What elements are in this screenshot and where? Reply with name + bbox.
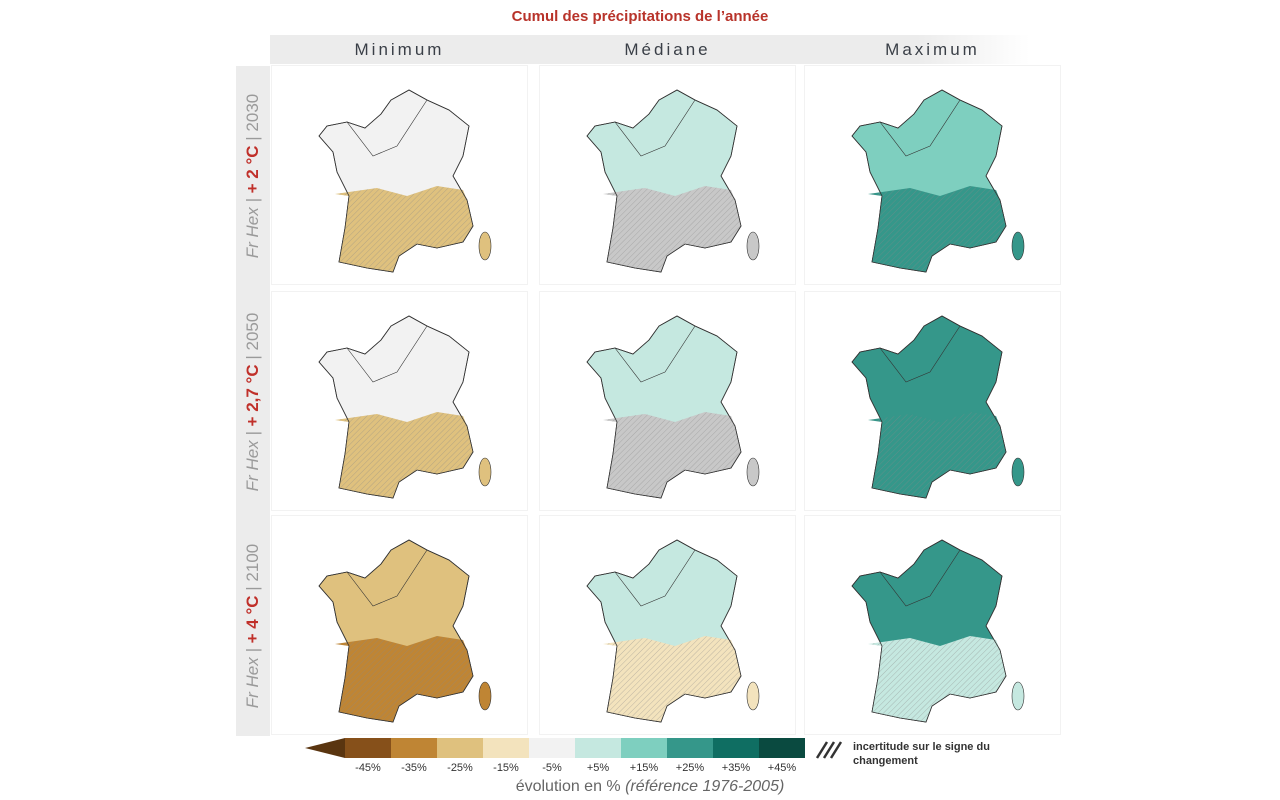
legend-swatch [345,738,391,758]
corsica [746,231,760,261]
map-panel-minimum-2050 [272,292,527,510]
row-temp: + 2,7 °C [243,364,262,427]
corsica [478,681,492,711]
row-prefix: Fr Hex | [243,426,262,492]
caption-reference: (référence 1976-2005) [625,778,785,795]
corsica [1011,231,1025,261]
row-year: | 2050 [243,312,262,365]
column-header-minimum: Minimum [354,40,445,59]
legend-tick-label: -35% [401,762,427,774]
legend-low-arrow [305,738,345,758]
column-header-maximum: Maximum [885,40,980,59]
legend-swatch [483,738,529,758]
hatch-legend: incertitude sur le signe du changement [815,740,1003,768]
column-header-mediane: Médiane [624,40,711,59]
legend-swatch [529,738,575,758]
corsica [746,457,760,487]
figure-title: Cumul des précipitations de l’année [511,8,769,25]
legend-tick-label: +25% [675,762,705,774]
row-prefix: Fr Hex | [243,643,262,709]
legend-tick-label: +35% [721,762,751,774]
map-panel-maximum-2100 [805,516,1060,734]
row-temp: + 4 °C [243,595,262,644]
legend-swatch [667,738,713,758]
corsica [478,457,492,487]
legend-tick-label: -25% [447,762,473,774]
corsica [478,231,492,261]
row-year: | 2030 [243,93,262,146]
hatch-swatch-icon [815,741,843,759]
row-temp: + 2 °C [243,145,262,194]
legend-swatch [621,738,667,758]
legend-tick-label: +45% [767,762,797,774]
legend-swatch [575,738,621,758]
legend-tick-label: -5% [542,762,562,774]
map-panel-mediane-2050 [540,292,795,510]
legend-tick-label: -45% [355,762,381,774]
row-label-2030: Fr Hex | + 2 °C | 2030 [236,66,270,286]
map-panel-mediane-2100 [540,516,795,734]
row-label-2100: Fr Hex | + 4 °C | 2100 [236,516,270,736]
caption-main: évolution en % [515,778,626,795]
legend-tick-label: +5% [586,762,610,774]
map-panel-maximum-2050 [805,292,1060,510]
legend-caption: évolution en % (référence 1976-2005) [300,778,1000,796]
row-label-2050: Fr Hex | + 2,7 °C | 2050 [236,292,270,512]
legend-tick-label: -15% [493,762,519,774]
row-prefix: Fr Hex | [243,193,262,259]
map-panel-minimum-2100 [272,516,527,734]
corsica [1011,681,1025,711]
row-label-band: Fr Hex | + 2 °C | 2030 Fr Hex | + 2,7 °C… [236,66,270,736]
map-panel-mediane-2030 [540,66,795,284]
color-legend: -45% -35% -25% -15% -5% +5% +15% +25% +35% +45% [305,735,840,774]
legend-swatch [713,738,759,758]
corsica [1011,457,1025,487]
legend-swatch [391,738,437,758]
legend-swatch [759,738,805,758]
legend-tick-label: +15% [629,762,659,774]
map-panel-minimum-2030 [272,66,527,284]
row-year: | 2100 [243,543,262,596]
legend-swatch [437,738,483,758]
hatch-label: incertitude sur le signe du changement [853,741,990,767]
corsica [746,681,760,711]
legend-colorbar [305,738,840,758]
column-header-band: Minimum Médiane Maximum [270,35,1030,64]
map-panel-maximum-2030 [805,66,1060,284]
